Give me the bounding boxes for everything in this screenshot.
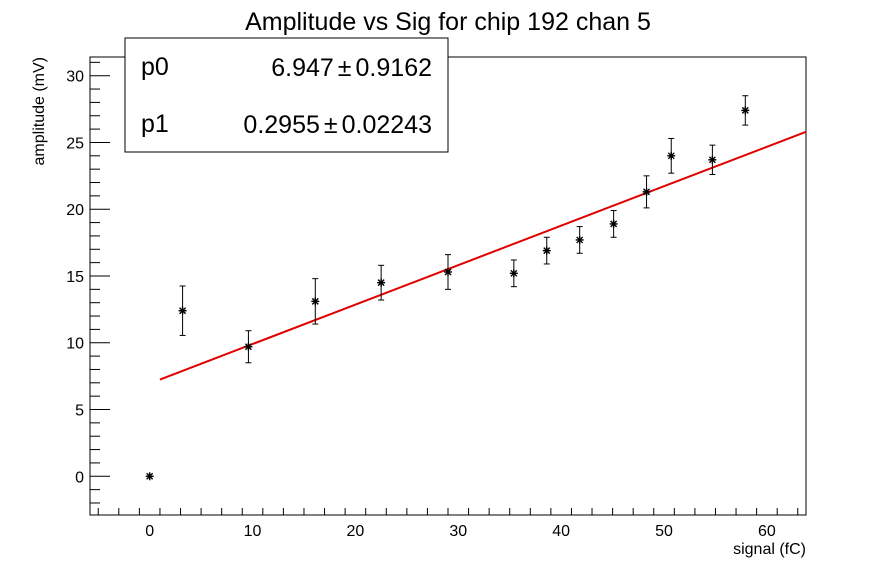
x-axis-label: signal (fC) — [733, 541, 806, 558]
x-tick-label: 20 — [347, 523, 365, 540]
data-points — [145, 95, 750, 481]
y-axis-label: amplitude (mV) — [31, 57, 48, 165]
star-marker — [708, 155, 717, 164]
y-tick-label: 0 — [75, 469, 84, 486]
data-point — [377, 264, 386, 301]
stat-p0-value: 6.947 ±0.9162 — [271, 54, 432, 82]
data-point — [145, 472, 154, 481]
star-marker — [244, 342, 253, 351]
stat-p1-name: p1 — [141, 110, 169, 138]
x-tick-label: 0 — [145, 523, 154, 540]
data-point — [178, 285, 187, 336]
star-marker — [542, 246, 551, 255]
star-marker — [509, 269, 518, 278]
y-tick-label: 25 — [66, 135, 84, 152]
star-marker — [642, 187, 651, 196]
y-tick-label: 5 — [75, 403, 84, 420]
data-point — [542, 236, 551, 265]
data-point — [667, 137, 676, 174]
star-marker — [444, 267, 452, 276]
star-marker — [311, 297, 320, 306]
stats-box: p0 6.947 ±0.9162 p1 0.2955 ±0.02243 — [124, 37, 449, 153]
data-point — [244, 330, 253, 364]
y-tick-label: 10 — [66, 336, 84, 353]
x-tick-label: 40 — [552, 523, 570, 540]
data-point — [642, 175, 651, 209]
data-point — [509, 259, 518, 288]
star-marker — [741, 106, 750, 115]
star-marker — [609, 219, 618, 228]
stat-p0-name: p0 — [141, 53, 169, 81]
stat-p1-value: 0.2955 ±0.02243 — [243, 111, 432, 139]
star-marker — [178, 306, 187, 315]
star-marker — [575, 235, 584, 244]
stats-box-frame — [124, 37, 449, 153]
x-tick-label: 30 — [449, 523, 467, 540]
star-marker — [145, 472, 154, 481]
data-point — [444, 254, 452, 290]
data-point — [708, 144, 717, 176]
y-axis-ticks: 0 5 10 15 20 25 30 — [66, 61, 110, 504]
fit-line — [159, 130, 807, 381]
data-point — [311, 278, 320, 325]
y-tick-label: 15 — [66, 269, 84, 286]
data-point — [741, 95, 750, 126]
y-tick-label: 20 — [66, 202, 84, 219]
data-point — [609, 210, 618, 238]
y-tick-label: 30 — [66, 69, 84, 86]
x-axis-ticks: 0 10 20 30 40 50 60 — [97, 508, 799, 540]
chart-title: Amplitude vs Sig for chip 192 chan 5 — [245, 8, 651, 36]
x-tick-label: 10 — [244, 523, 262, 540]
star-marker — [667, 151, 676, 160]
x-tick-label: 50 — [655, 523, 673, 540]
star-marker — [377, 278, 386, 287]
data-point — [575, 226, 584, 254]
x-tick-label: 60 — [758, 523, 776, 540]
